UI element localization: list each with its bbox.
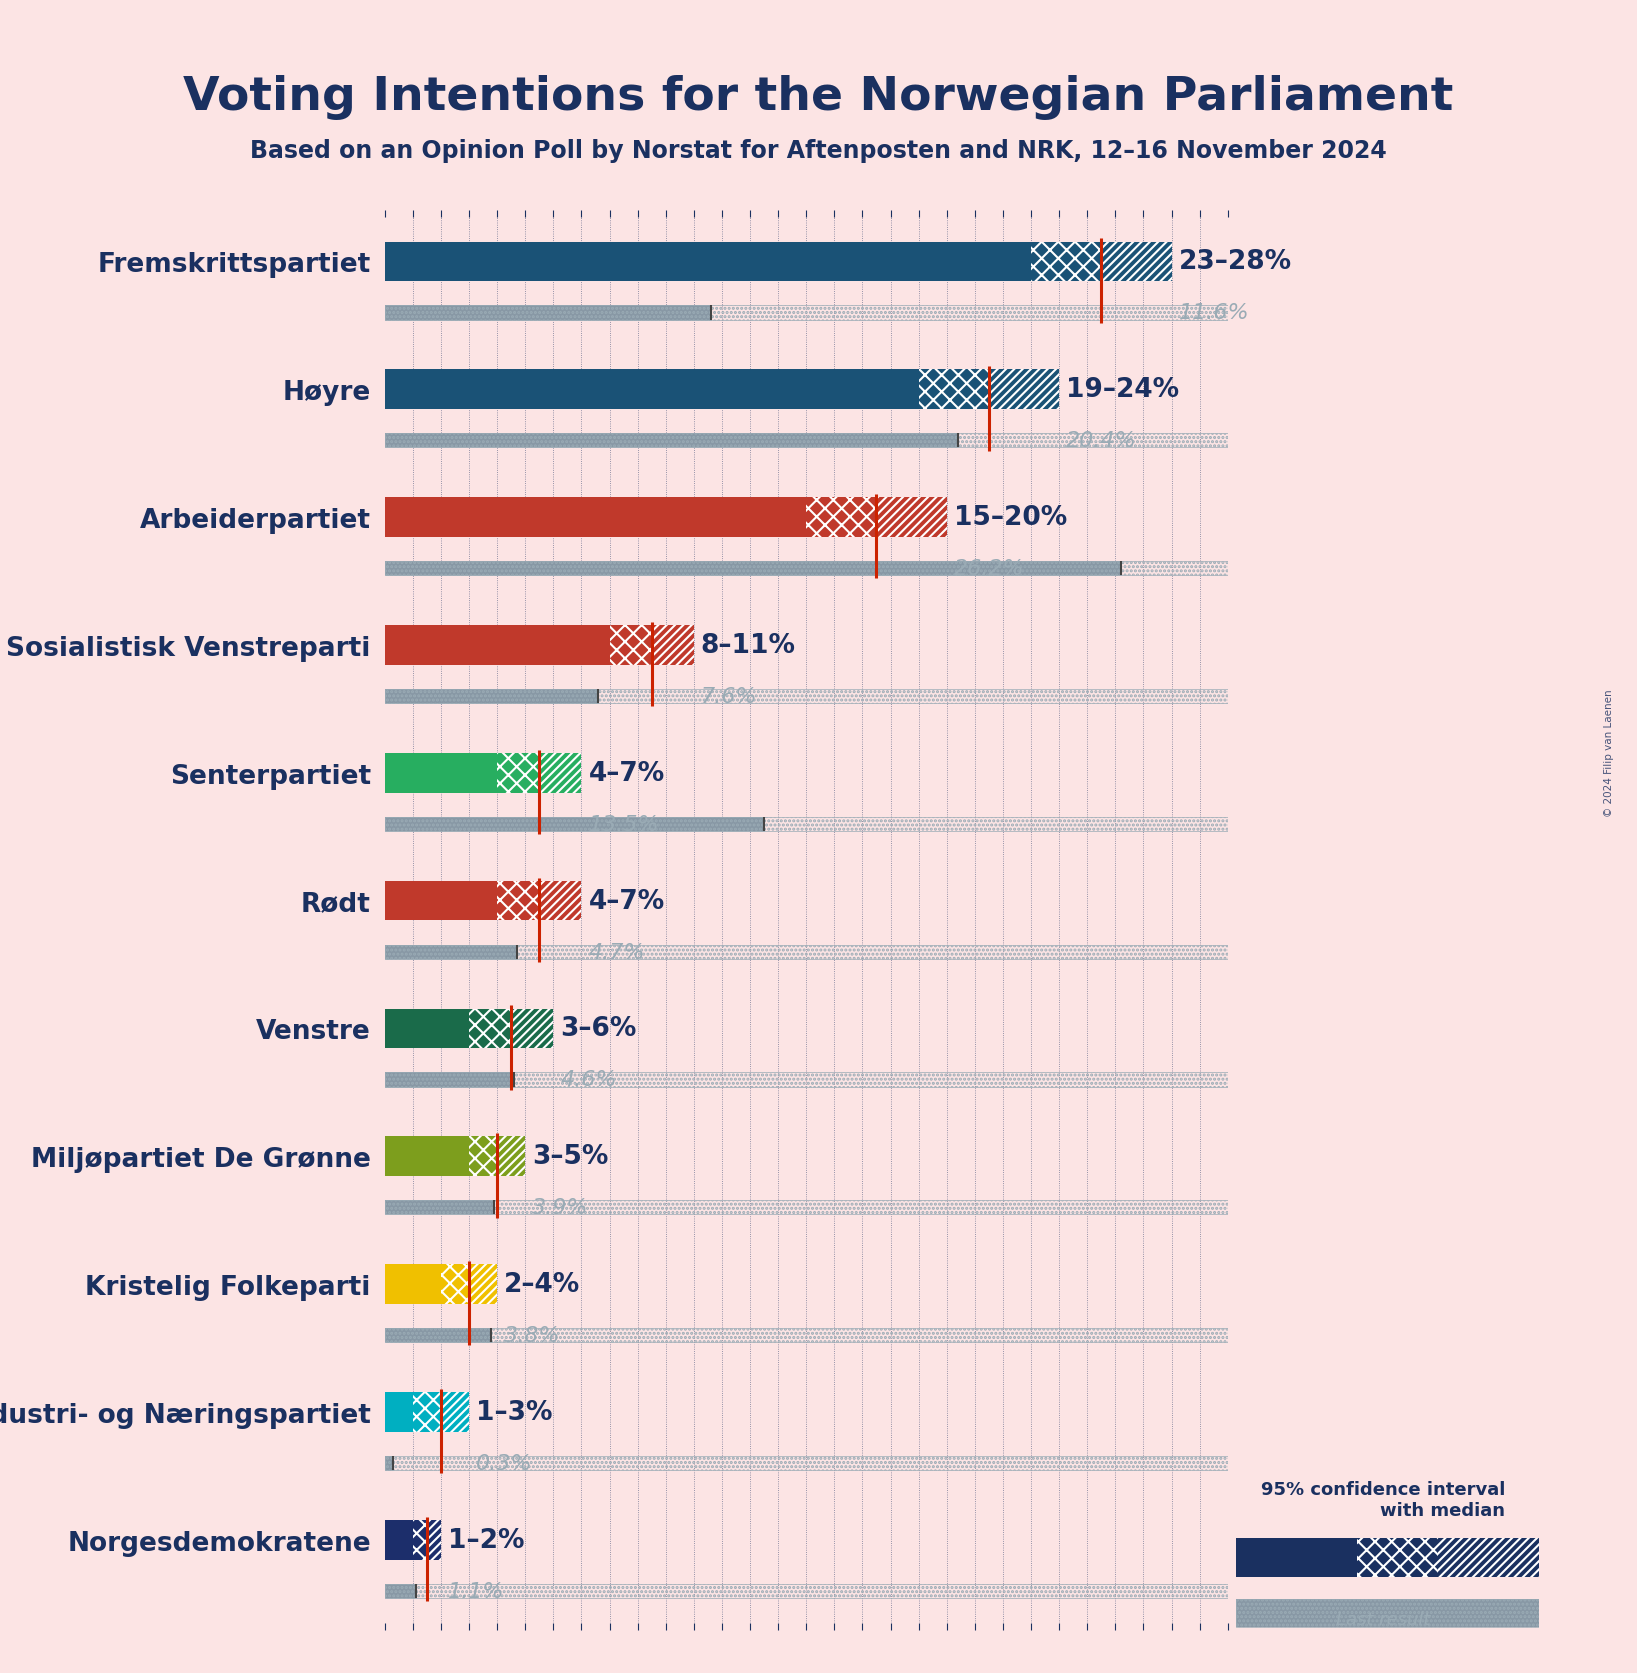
Bar <box>385 1072 514 1087</box>
Bar <box>498 1136 525 1176</box>
Bar <box>385 1584 1228 1598</box>
Bar <box>918 370 989 410</box>
Bar <box>498 753 539 793</box>
Bar <box>385 243 1031 283</box>
Bar <box>652 626 694 666</box>
Bar <box>1357 1537 1437 1578</box>
Bar <box>385 306 710 320</box>
Bar <box>511 1009 553 1049</box>
Bar <box>385 1201 494 1215</box>
Text: 3–6%: 3–6% <box>560 1016 637 1042</box>
Bar <box>385 562 1228 576</box>
Bar <box>440 1392 470 1432</box>
Text: 1–2%: 1–2% <box>449 1527 524 1553</box>
Text: 3.9%: 3.9% <box>532 1198 589 1218</box>
Text: 20.4%: 20.4% <box>1066 432 1136 452</box>
Bar <box>470 1265 498 1303</box>
Bar <box>385 945 517 959</box>
Text: 23–28%: 23–28% <box>1179 249 1292 274</box>
Text: 26.2%: 26.2% <box>954 559 1025 579</box>
Bar <box>385 1521 413 1559</box>
Bar <box>876 499 946 537</box>
Text: Voting Intentions for the Norwegian Parliament: Voting Intentions for the Norwegian Parl… <box>183 75 1454 119</box>
Bar <box>609 626 652 666</box>
Bar <box>1102 243 1172 283</box>
Bar <box>385 1201 1228 1215</box>
Text: Based on an Opinion Poll by Norstat for Aftenposten and NRK, 12–16 November 2024: Based on an Opinion Poll by Norstat for … <box>250 139 1387 162</box>
Text: 8–11%: 8–11% <box>701 632 796 659</box>
Bar <box>807 499 876 537</box>
Bar <box>385 689 598 704</box>
Bar <box>385 1584 416 1598</box>
Text: 4.7%: 4.7% <box>588 942 645 962</box>
Bar <box>440 1265 470 1303</box>
Text: Last result: Last result <box>1336 1609 1431 1628</box>
Bar <box>1236 1599 1539 1626</box>
Bar <box>1437 1537 1539 1578</box>
Bar <box>385 1136 470 1176</box>
Bar <box>470 1136 498 1176</box>
Text: 13.5%: 13.5% <box>588 815 660 835</box>
Bar <box>498 882 539 920</box>
Bar <box>385 562 1121 576</box>
Bar <box>385 1328 491 1342</box>
Bar <box>385 1072 1228 1087</box>
Text: 4.6%: 4.6% <box>560 1069 617 1089</box>
Bar <box>385 306 1228 320</box>
Text: 4–7%: 4–7% <box>588 888 665 913</box>
Text: 2–4%: 2–4% <box>504 1271 581 1297</box>
Bar <box>385 1328 491 1342</box>
Bar <box>385 1456 1228 1471</box>
Bar <box>385 626 609 666</box>
Bar <box>385 689 1228 704</box>
Bar <box>470 1009 511 1049</box>
Bar <box>413 1521 427 1559</box>
Text: 3–5%: 3–5% <box>532 1144 609 1169</box>
Text: 3.8%: 3.8% <box>504 1325 560 1345</box>
Text: 0.3%: 0.3% <box>476 1454 532 1474</box>
Bar <box>385 1456 393 1471</box>
Bar <box>385 882 498 920</box>
Bar <box>385 945 517 959</box>
Bar <box>385 1265 440 1303</box>
Bar <box>385 689 598 704</box>
Bar <box>385 818 764 831</box>
Bar <box>385 1584 416 1598</box>
Bar <box>385 1009 470 1049</box>
Bar <box>385 945 1228 959</box>
Text: 11.6%: 11.6% <box>1179 303 1249 323</box>
Text: 19–24%: 19–24% <box>1066 376 1179 403</box>
Bar <box>1031 243 1102 283</box>
Bar <box>385 818 1228 831</box>
Bar <box>385 433 1228 448</box>
Bar <box>385 1072 514 1087</box>
Bar <box>385 433 958 448</box>
Bar <box>1236 1599 1539 1626</box>
Text: 15–20%: 15–20% <box>954 505 1067 530</box>
Bar <box>385 818 764 831</box>
Bar <box>413 1392 440 1432</box>
Bar <box>385 562 1121 576</box>
Text: 7.6%: 7.6% <box>701 686 758 706</box>
Bar <box>385 370 918 410</box>
Bar <box>385 1456 393 1471</box>
Bar <box>385 306 710 320</box>
Bar <box>385 753 498 793</box>
Bar <box>427 1521 440 1559</box>
Bar <box>539 753 581 793</box>
Bar <box>385 1328 1228 1342</box>
Bar <box>385 1392 413 1432</box>
Text: 95% confidence interval
with median: 95% confidence interval with median <box>1260 1481 1506 1519</box>
Bar <box>989 370 1059 410</box>
Text: 1–3%: 1–3% <box>476 1399 553 1425</box>
Bar <box>1236 1537 1357 1578</box>
Text: 4–7%: 4–7% <box>588 760 665 786</box>
Text: 1.1%: 1.1% <box>449 1581 504 1601</box>
Bar <box>539 882 581 920</box>
Bar <box>385 1201 494 1215</box>
Text: © 2024 Filip van Laenen: © 2024 Filip van Laenen <box>1604 689 1614 816</box>
Bar <box>385 499 807 537</box>
Bar <box>385 433 958 448</box>
